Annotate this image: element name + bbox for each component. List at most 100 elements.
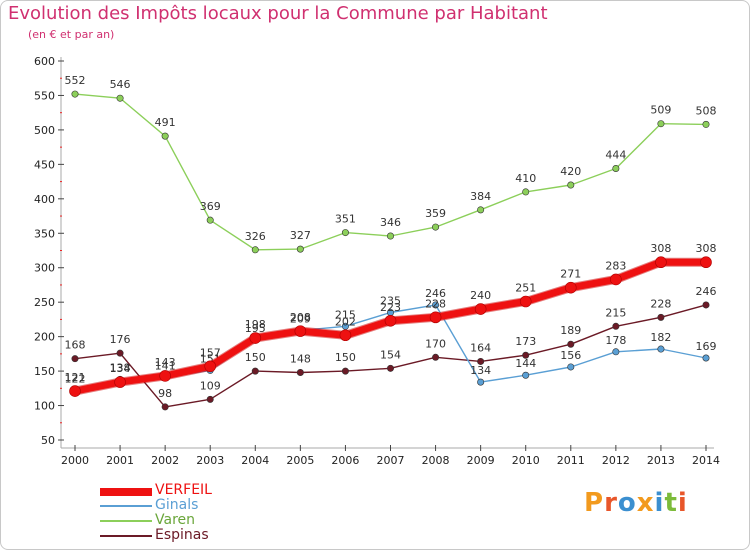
x-tick-label: 2011 — [557, 454, 585, 467]
data-point-varen — [116, 94, 124, 102]
data-label-varen: 491 — [155, 116, 176, 129]
logo-letter: i — [677, 488, 688, 518]
x-tick-label: 2003 — [196, 454, 224, 467]
data-label-varen: 326 — [245, 230, 266, 243]
legend-item: VERFEIL — [100, 482, 300, 499]
data-point-espinas — [341, 367, 349, 375]
data-label-espinas: 173 — [515, 335, 536, 348]
data-point-espinas — [522, 351, 530, 359]
data-point-varen — [251, 246, 259, 254]
data-label-espinas: 176 — [110, 333, 131, 346]
data-label-espinas: 246 — [696, 285, 717, 298]
y-tick-label: 500 — [34, 124, 55, 137]
data-label-verfeil: 202 — [335, 315, 356, 328]
data-label-espinas: 150 — [245, 351, 266, 364]
data-label-ginals: 134 — [470, 364, 491, 377]
data-label-espinas: 170 — [425, 337, 446, 350]
data-label-verfeil: 223 — [380, 301, 401, 314]
data-point-espinas — [657, 313, 665, 321]
chart-subtitle: (en € et par an) — [28, 28, 115, 41]
data-point-varen — [71, 90, 79, 98]
x-tick-label: 2006 — [331, 454, 359, 467]
data-point-varen — [567, 181, 575, 189]
data-label-varen: 384 — [470, 190, 491, 203]
legend-swatch-varen — [100, 520, 152, 522]
y-tick-label: 100 — [34, 400, 55, 413]
x-tick-label: 2012 — [602, 454, 630, 467]
data-point-espinas — [71, 355, 79, 363]
data-label-ginals: 169 — [696, 340, 717, 353]
data-point-ginals — [612, 348, 620, 356]
legend-item: Varen — [100, 512, 300, 529]
data-label-ginals: 138 — [110, 361, 131, 374]
data-point-verfeil — [610, 273, 622, 286]
logo-letter: P — [584, 488, 605, 518]
data-point-varen — [477, 206, 485, 214]
data-point-verfeil — [159, 370, 171, 382]
data-point-ginals — [522, 371, 530, 379]
legend-label-ginals: Ginals — [155, 497, 199, 513]
data-point-verfeil — [249, 332, 262, 344]
data-label-espinas: 228 — [650, 297, 671, 310]
x-tick-label: 2009 — [467, 454, 495, 467]
data-point-espinas — [251, 367, 259, 375]
data-label-ginals: 144 — [515, 357, 536, 370]
data-label-varen: 552 — [65, 74, 86, 87]
data-label-verfeil: 251 — [515, 281, 536, 294]
data-point-verfeil — [204, 360, 217, 373]
y-tick-label: 250 — [34, 296, 55, 309]
y-tick-label: 150 — [34, 365, 55, 378]
data-point-ginals — [657, 345, 665, 353]
data-label-varen: 359 — [425, 207, 446, 220]
data-label-verfeil: 240 — [470, 289, 491, 302]
data-point-verfeil — [69, 385, 81, 397]
proxiti-logo: Proxiti — [584, 488, 688, 518]
y-tick-label: 350 — [34, 227, 55, 240]
x-tick-label: 2001 — [106, 454, 134, 467]
data-point-espinas — [612, 322, 620, 330]
data-point-ginals — [477, 378, 485, 386]
data-label-ginals: 215 — [335, 308, 356, 321]
data-point-verfeil — [429, 311, 442, 324]
data-point-verfeil — [339, 329, 352, 342]
y-tick-label: 450 — [34, 158, 55, 171]
data-label-espinas: 150 — [335, 351, 356, 364]
x-tick-label: 2002 — [151, 454, 179, 467]
data-label-espinas: 215 — [605, 306, 626, 319]
legend-label-verfeil: VERFEIL — [155, 482, 212, 498]
y-tick-label: 600 — [34, 55, 55, 68]
data-label-ginals: 209 — [290, 312, 311, 325]
data-point-varen — [296, 245, 304, 253]
data-point-ginals — [567, 363, 575, 371]
data-label-varen: 351 — [335, 213, 356, 226]
data-label-ginals: 246 — [425, 287, 446, 300]
data-point-espinas — [296, 368, 304, 376]
legend-item: Ginals — [100, 497, 300, 514]
chart-title: Evolution des Impôts locaux pour la Comm… — [8, 3, 548, 24]
data-point-espinas — [477, 357, 485, 365]
data-point-espinas — [567, 340, 575, 348]
data-point-verfeil — [564, 281, 577, 294]
legend-item: Espinas — [100, 527, 300, 544]
x-tick-label: 2010 — [512, 454, 540, 467]
data-point-espinas — [702, 301, 710, 309]
data-label-ginals: 195 — [245, 322, 266, 335]
data-label-espinas: 164 — [470, 341, 491, 354]
y-tick-label: 300 — [34, 262, 55, 275]
data-point-varen — [206, 216, 214, 224]
data-point-verfeil — [474, 303, 487, 315]
data-label-espinas: 154 — [380, 348, 401, 361]
data-point-varen — [657, 120, 665, 128]
x-tick-label: 2013 — [647, 454, 675, 467]
data-label-verfeil: 308 — [650, 242, 671, 255]
data-point-varen — [432, 223, 440, 231]
data-point-verfeil — [114, 376, 126, 388]
y-tick-label: 400 — [34, 193, 55, 206]
x-tick-label: 2008 — [422, 454, 450, 467]
data-point-varen — [161, 132, 169, 140]
data-label-verfeil: 121 — [65, 371, 86, 384]
data-point-espinas — [206, 395, 214, 403]
x-tick-label: 2007 — [377, 454, 405, 467]
legend-swatch-verfeil — [100, 488, 152, 496]
